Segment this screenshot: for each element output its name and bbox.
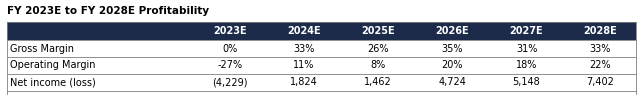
Text: -27%: -27% <box>217 60 242 70</box>
Bar <box>7 40 636 57</box>
Text: FY 2023E to FY 2028E Profitability: FY 2023E to FY 2028E Profitability <box>7 6 209 16</box>
Text: 2023E: 2023E <box>213 26 246 36</box>
Bar <box>7 22 636 40</box>
Text: 2027E: 2027E <box>509 26 543 36</box>
Text: 31%: 31% <box>516 43 537 54</box>
Text: 1,824: 1,824 <box>290 78 318 88</box>
Text: 2025E: 2025E <box>362 26 395 36</box>
Text: 33%: 33% <box>589 43 611 54</box>
Text: 1,462: 1,462 <box>364 78 392 88</box>
Text: 35%: 35% <box>442 43 463 54</box>
Text: 33%: 33% <box>293 43 315 54</box>
Text: 2028E: 2028E <box>583 26 617 36</box>
Text: 4,724: 4,724 <box>438 78 467 88</box>
Text: 20%: 20% <box>442 60 463 70</box>
Text: 0%: 0% <box>222 43 237 54</box>
Text: 7,402: 7,402 <box>586 78 614 88</box>
Text: 22%: 22% <box>589 60 611 70</box>
Text: 8%: 8% <box>371 60 386 70</box>
Text: (4,229): (4,229) <box>212 78 248 88</box>
Text: 2026E: 2026E <box>435 26 469 36</box>
Text: Operating Margin: Operating Margin <box>10 60 95 70</box>
Text: 2024E: 2024E <box>287 26 321 36</box>
Bar <box>7 57 636 74</box>
Text: Net income (loss): Net income (loss) <box>10 78 96 88</box>
Text: 11%: 11% <box>293 60 315 70</box>
Bar <box>7 74 636 91</box>
Text: 5,148: 5,148 <box>513 78 540 88</box>
Text: 26%: 26% <box>367 43 389 54</box>
Text: 18%: 18% <box>516 60 537 70</box>
Text: Gross Margin: Gross Margin <box>10 43 74 54</box>
